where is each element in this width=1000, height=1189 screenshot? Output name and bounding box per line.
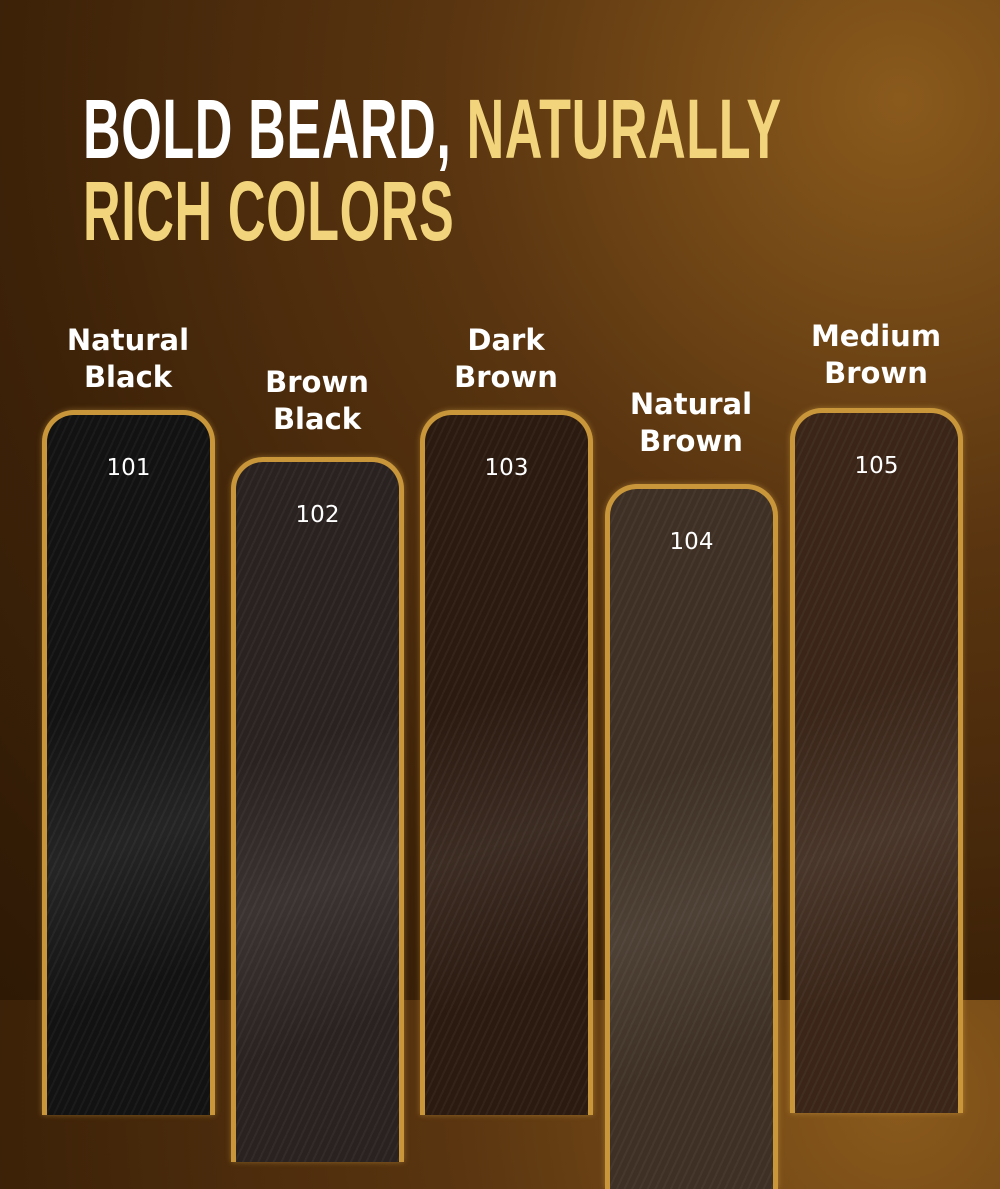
shade-swatch: 102 bbox=[231, 457, 404, 1162]
shade-swatch: 105 bbox=[790, 408, 963, 1113]
shade-code: 101 bbox=[106, 455, 151, 481]
shade-name: Natural Black bbox=[66, 323, 190, 394]
headline: BOLD BEARD, NATURALLY RICH COLORS bbox=[83, 87, 782, 258]
shade-name: Natural Brown bbox=[629, 387, 753, 458]
shade-swatch: 101 bbox=[42, 410, 215, 1115]
headline-white: BOLD BEARD, bbox=[83, 82, 452, 176]
shade-name: Medium Brown bbox=[810, 319, 942, 390]
headline-gold: NATURALLY bbox=[466, 82, 782, 176]
shade-name: Dark Brown bbox=[454, 323, 558, 394]
shade-swatch: 104 bbox=[605, 484, 778, 1189]
shade-code: 102 bbox=[295, 502, 340, 528]
shade-swatch: 103 bbox=[420, 410, 593, 1115]
headline-line2: RICH COLORS bbox=[83, 164, 455, 258]
shade-name: Brown Black bbox=[265, 365, 369, 436]
shade-code: 105 bbox=[854, 453, 899, 479]
shade-code: 103 bbox=[484, 455, 529, 481]
shade-code: 104 bbox=[669, 529, 714, 555]
